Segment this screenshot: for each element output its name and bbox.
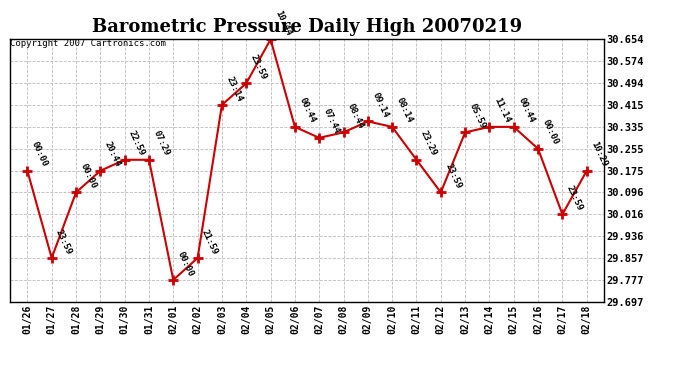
Text: 00:00: 00:00 bbox=[30, 140, 49, 169]
Text: 07:44: 07:44 bbox=[322, 108, 341, 136]
Text: 23:59: 23:59 bbox=[443, 162, 463, 190]
Text: 10:44: 10:44 bbox=[273, 9, 293, 37]
Text: 00:00: 00:00 bbox=[176, 250, 195, 278]
Title: Barometric Pressure Daily High 20070219: Barometric Pressure Daily High 20070219 bbox=[92, 18, 522, 36]
Text: 00:44: 00:44 bbox=[297, 96, 317, 124]
Text: 00:44: 00:44 bbox=[516, 96, 535, 124]
Text: 11:14: 11:14 bbox=[492, 96, 511, 124]
Text: 00:00: 00:00 bbox=[79, 162, 98, 190]
Text: 22:59: 22:59 bbox=[127, 129, 146, 158]
Text: 08:14: 08:14 bbox=[395, 96, 414, 124]
Text: 23:59: 23:59 bbox=[248, 53, 268, 81]
Text: 09:14: 09:14 bbox=[371, 91, 390, 119]
Text: 20:44: 20:44 bbox=[103, 140, 122, 169]
Text: 05:59: 05:59 bbox=[468, 102, 487, 130]
Text: 07:29: 07:29 bbox=[151, 129, 171, 158]
Text: 23:59: 23:59 bbox=[565, 184, 584, 212]
Text: 23:59: 23:59 bbox=[54, 228, 74, 256]
Text: Copyright 2007 Cartronics.com: Copyright 2007 Cartronics.com bbox=[10, 39, 166, 48]
Text: 21:59: 21:59 bbox=[200, 228, 219, 256]
Text: 10:29: 10:29 bbox=[589, 140, 609, 169]
Text: 00:00: 00:00 bbox=[540, 118, 560, 147]
Text: 23:29: 23:29 bbox=[419, 129, 438, 158]
Text: 08:44: 08:44 bbox=[346, 102, 366, 130]
Text: 23:14: 23:14 bbox=[224, 75, 244, 103]
